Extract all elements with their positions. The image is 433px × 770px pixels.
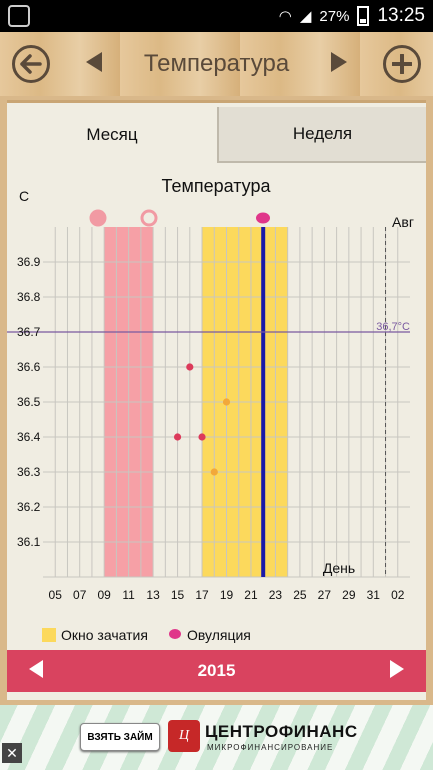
x-tick-label: 07 <box>73 588 87 602</box>
tab-week[interactable]: Неделя <box>217 107 426 163</box>
reference-line-group: 36,7°C <box>7 321 410 333</box>
back-button[interactable] <box>12 45 50 83</box>
y-tick-label: 36.3 <box>17 465 41 479</box>
y-tick-label: 36.2 <box>17 500 41 514</box>
ovulation-legend-icon <box>169 629 181 639</box>
close-ad-icon[interactable]: ✕ <box>2 743 22 763</box>
x-tick-label: 19 <box>220 588 234 602</box>
plus-icon <box>392 54 412 74</box>
triangle-left-icon <box>86 52 102 72</box>
x-tick-label: 09 <box>97 588 111 602</box>
period-end-marker <box>140 209 158 227</box>
reference-line-label: 36,7°C <box>376 321 410 333</box>
top-markers <box>89 209 270 227</box>
next-year-button[interactable] <box>390 660 404 683</box>
previous-year-button[interactable] <box>29 660 43 683</box>
x-tick-label: 27 <box>318 588 332 602</box>
x-tick-label: 05 <box>49 588 63 602</box>
y-tick-label: 36.6 <box>17 360 41 374</box>
period-start-marker <box>89 209 107 227</box>
x-tick-label: 21 <box>244 588 258 602</box>
triangle-left-icon <box>29 660 43 678</box>
year-navigation-bar: 2015 <box>7 650 426 692</box>
y-tick-label: 36.4 <box>17 430 41 444</box>
x-axis-label: День <box>323 560 355 576</box>
x-axis-ticks: 05 07 09 11 13 15 17 19 21 23 25 27 29 31 02 <box>49 588 405 602</box>
fertile-window-legend-swatch <box>42 628 56 642</box>
y-axis-label: C <box>19 188 29 204</box>
y-tick-label: 36.5 <box>17 395 41 409</box>
arrow-left-icon <box>20 54 42 74</box>
triangle-right-icon <box>390 660 404 678</box>
y-tick-label: 36.1 <box>17 535 41 549</box>
clock: 13:25 <box>377 5 425 26</box>
x-tick-label: 25 <box>293 588 307 602</box>
battery-percent: 27% <box>319 7 350 25</box>
data-points <box>173 363 231 476</box>
tab-bar: Месяц Неделя <box>7 107 426 163</box>
triangle-right-icon <box>331 52 347 72</box>
page-title: Температура <box>143 50 290 77</box>
status-bar: ◠ ◢ 27% 13:25 <box>0 0 433 32</box>
y-tick-label: 36.8 <box>17 290 41 304</box>
tab-month[interactable]: Месяц <box>7 107 217 163</box>
x-tick-label: 15 <box>171 588 185 602</box>
ad-subtitle: МИКРОФИНАНСИРОВАНИЕ <box>207 743 334 752</box>
app-notification-icon <box>8 5 30 27</box>
battery-icon <box>357 6 370 26</box>
status-indicators: ◠ ◢ 27% 13:25 <box>279 0 425 32</box>
temperature-chart: Температура C 36,7°C 05 07 09 11 13 15 17 19 21 2… <box>7 176 414 643</box>
temperature-point <box>222 398 231 406</box>
temperature-point <box>210 468 218 476</box>
previous-view-button[interactable] <box>86 52 102 78</box>
ad-logo: Ц <box>168 720 200 752</box>
x-tick-label: 17 <box>195 588 209 602</box>
app-bar: Температура <box>0 32 433 96</box>
temperature-point <box>186 363 194 371</box>
ovulation-marker <box>256 212 270 224</box>
month-label: Авг <box>392 214 414 230</box>
ad-loan-button[interactable]: ВЗЯТЬ ЗАЙМ <box>80 723 160 751</box>
x-tick-label: 31 <box>367 588 381 602</box>
ad-brand: ЦЕНТРОФИНАНС <box>205 722 358 741</box>
content-panel: Месяц Неделя Температура C 36,7°C 05 07 09… <box>7 100 426 700</box>
ad-banner[interactable]: ✕ ВЗЯТЬ ЗАЙМ Ц ЦЕНТРОФИНАНС МИКРОФИНАНСИ… <box>0 705 433 770</box>
x-tick-label: 23 <box>269 588 283 602</box>
y-axis-ticks: 36.9 36.8 36.7 36.6 36.5 36.4 36.3 36.2 36.1 <box>17 255 41 549</box>
y-tick-label: 36.9 <box>17 255 41 269</box>
wifi-icon: ◠ <box>278 8 292 25</box>
signal-icon: ◢ <box>299 8 312 25</box>
add-button[interactable] <box>383 45 421 83</box>
temperature-point <box>173 433 182 441</box>
temperature-point <box>198 433 206 441</box>
x-tick-label: 13 <box>146 588 160 602</box>
x-tick-label: 29 <box>342 588 356 602</box>
chart-title: Температура <box>161 176 271 196</box>
x-tick-label: 11 <box>122 588 135 602</box>
year-label: 2015 <box>197 661 236 680</box>
next-view-button[interactable] <box>331 52 347 78</box>
x-tick-label: 02 <box>391 588 405 602</box>
fertile-window-legend-label: Окно зачатия <box>61 627 148 643</box>
ovulation-legend-label: Овуляция <box>187 627 251 643</box>
y-tick-label: 36.7 <box>17 325 41 339</box>
